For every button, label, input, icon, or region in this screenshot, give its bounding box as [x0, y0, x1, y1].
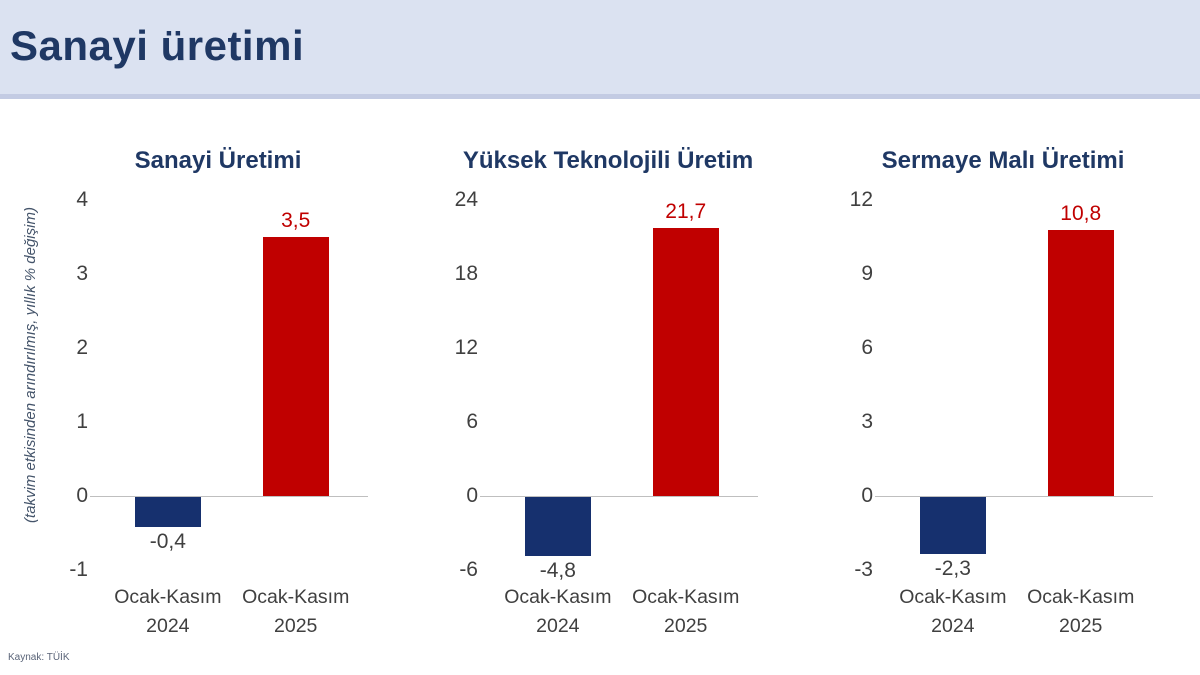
- page-title: Sanayi üretimi: [10, 22, 305, 69]
- zero-axis-line: [480, 496, 758, 497]
- x-category-label: Ocak-Kasım 2025: [242, 586, 350, 638]
- y-axis-note: (takvim etkisinden arındırılmış, yıllık …: [22, 207, 39, 523]
- slide-header: Sanayi üretimi: [0, 0, 1200, 99]
- y-tick-label: 6: [466, 410, 478, 433]
- y-tick-label: 2: [76, 336, 88, 359]
- bar-2025: [262, 237, 329, 496]
- y-tick-label: -3: [854, 558, 873, 581]
- y-tick-label: 3: [861, 410, 873, 433]
- plot-area: -4,8 Ocak-Kasım 2024 21,7 Ocak-Kasım 2025: [480, 200, 758, 637]
- y-tick-label: 24: [454, 188, 478, 211]
- plot-area: -0,4 Ocak-Kasım 2024 3,5 Ocak-Kasım 2025: [90, 200, 368, 637]
- y-axis-ticks: 24 18 12 6 0 -6: [438, 188, 478, 581]
- chart-panel-sermaye-mali-uretimi: Sermaye Malı Üretimi 12 9 6 3 0 -3 -2,3 Ocak-K…: [833, 145, 1173, 645]
- bar-2025: [1047, 229, 1114, 496]
- bar-value-label: 3,5: [281, 209, 311, 232]
- y-tick-label: 0: [466, 484, 478, 507]
- x-category-label: Ocak-Kasım 2025: [632, 586, 740, 638]
- chart-panel-sanayi-uretimi: Sanayi Üretimi 4 3 2 1 0 -1 -0,4 Ocak-Kasım 20…: [48, 145, 388, 645]
- y-tick-label: 12: [849, 188, 873, 211]
- x-category-label: Ocak-Kasım 2024: [504, 586, 612, 638]
- bar-2024: [919, 497, 986, 554]
- y-tick-label: 0: [76, 484, 88, 507]
- plot-area: -2,3 Ocak-Kasım 2024 10,8 Ocak-Kasım 2025: [875, 200, 1153, 637]
- x-category-label: Ocak-Kasım 2025: [1027, 586, 1135, 638]
- bar-value-label: -0,4: [149, 529, 186, 553]
- bar-value-label: -4,8: [539, 559, 576, 583]
- source-note: Kaynak: TÜİK: [8, 652, 70, 663]
- chart-title: Yüksek Teknolojili Üretim: [462, 147, 754, 174]
- bar-2024: [524, 497, 591, 557]
- y-tick-label: 0: [861, 484, 873, 507]
- bar-2025: [652, 228, 719, 496]
- y-tick-label: 1: [76, 410, 88, 433]
- y-tick-label: -6: [459, 558, 478, 581]
- y-tick-label: 18: [454, 262, 478, 285]
- bar-value-label: 21,7: [665, 200, 707, 224]
- y-tick-label: 3: [76, 262, 88, 285]
- y-tick-label: 9: [861, 262, 873, 285]
- y-tick-label: 6: [861, 336, 873, 359]
- chart-panel-yuksek-teknolojili-uretim: Yüksek Teknolojili Üretim 24 18 12 6 0 -6 -4,…: [438, 145, 778, 645]
- y-tick-label: 4: [76, 188, 88, 211]
- bar-2024: [134, 497, 201, 527]
- x-category-label: Ocak-Kasım 2024: [114, 586, 222, 638]
- bar-value-label: -2,3: [934, 556, 971, 580]
- chart-title: Sanayi Üretimi: [134, 147, 302, 174]
- chart-title: Sermaye Malı Üretimi: [881, 147, 1125, 174]
- zero-axis-line: [875, 496, 1153, 497]
- y-tick-label: -1: [69, 558, 88, 581]
- zero-axis-line: [90, 496, 368, 497]
- bar-value-label: 10,8: [1060, 201, 1102, 225]
- y-axis-ticks: 4 3 2 1 0 -1: [48, 188, 88, 581]
- y-axis-ticks: 12 9 6 3 0 -3: [833, 188, 873, 581]
- y-tick-label: 12: [454, 336, 478, 359]
- x-category-label: Ocak-Kasım 2024: [899, 586, 1007, 638]
